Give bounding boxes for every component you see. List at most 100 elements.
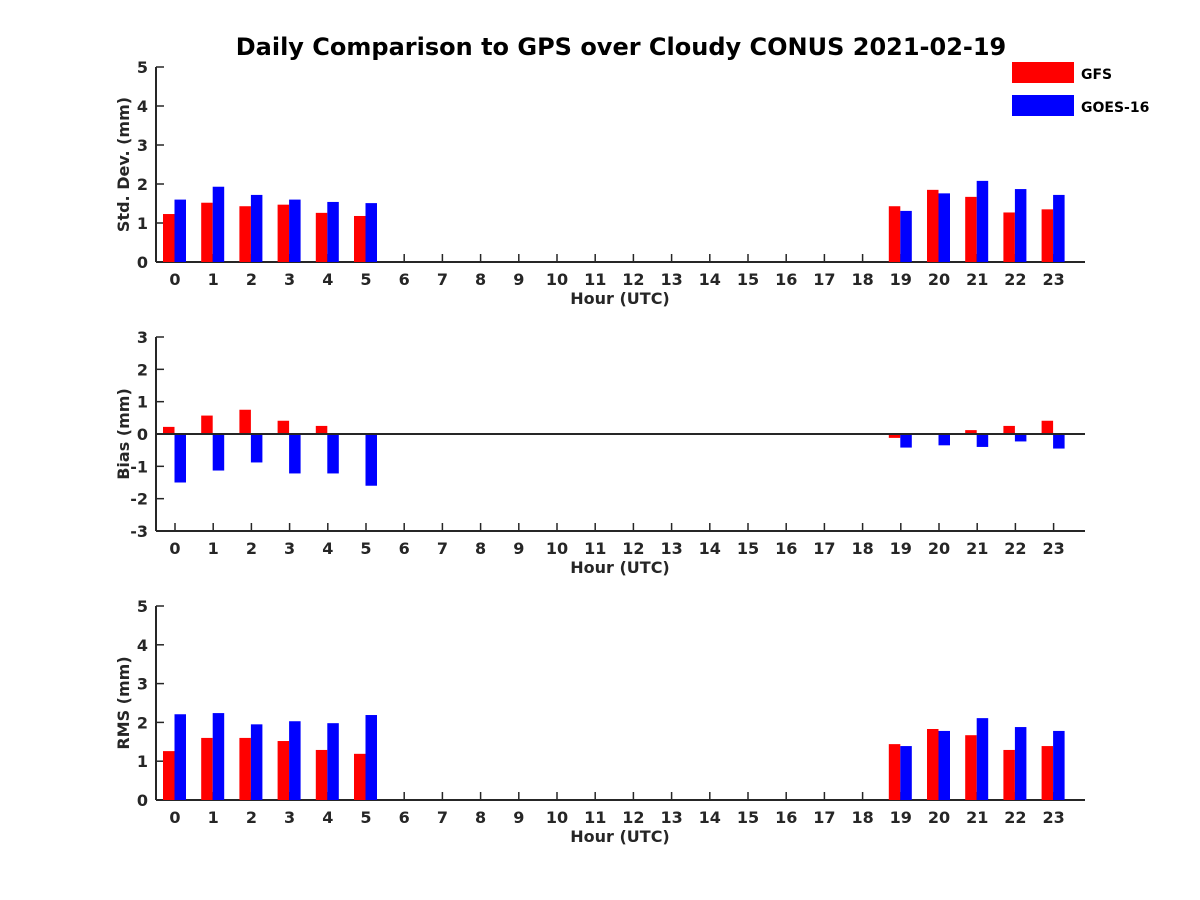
x-tick-label: 20 [928, 808, 950, 827]
x-tick-label: 1 [208, 539, 219, 558]
y-axis-label: RMS (mm) [114, 656, 133, 749]
bar-goes-16-hour-2 [250, 724, 263, 800]
x-tick-label: 5 [360, 539, 371, 558]
x-tick-label: 5 [360, 808, 371, 827]
bar-goes-16-hour-23 [1053, 730, 1065, 800]
bar-gfs-hour-0 [163, 426, 175, 434]
legend-swatch-gfs [1012, 62, 1074, 83]
y-tick-label: 1 [137, 393, 148, 412]
bar-goes-16-hour-20 [938, 434, 950, 446]
y-tick-label: 3 [137, 136, 148, 155]
bar-goes-16-hour-4 [327, 723, 339, 800]
legend-label-goes16: GOES-16 [1081, 100, 1149, 116]
x-tick-label: 17 [813, 270, 835, 289]
x-tick-label: 17 [813, 808, 835, 827]
x-tick-label: 13 [660, 270, 682, 289]
y-tick-label: 2 [137, 713, 148, 732]
x-axis-label: Hour (UTC) [570, 558, 670, 577]
y-tick-label: 2 [137, 360, 148, 379]
bar-gfs-hour-3 [277, 204, 290, 262]
bar-goes-16-hour-19 [900, 210, 912, 262]
bar-goes-16-hour-1 [212, 434, 225, 471]
y-tick-label: 1 [137, 752, 148, 771]
x-tick-label: 1 [208, 808, 219, 827]
bar-gfs-hour-22 [1003, 749, 1015, 800]
bar-goes-16-hour-2 [250, 434, 263, 463]
legend-swatch-goes16 [1012, 95, 1074, 116]
bar-goes-16-hour-19 [900, 746, 912, 800]
y-tick-label: -3 [130, 522, 148, 541]
bar-goes-16-hour-5 [365, 203, 377, 262]
x-tick-label: 1 [208, 270, 219, 289]
bar-goes-16-hour-22 [1014, 727, 1027, 800]
x-tick-label: 3 [284, 808, 295, 827]
x-tick-label: 7 [437, 270, 448, 289]
bar-goes-16-hour-20 [938, 193, 950, 262]
bar-gfs-hour-20 [927, 728, 939, 800]
x-tick-label: 21 [966, 270, 988, 289]
x-tick-label: 11 [584, 808, 606, 827]
bar-goes-16-hour-0 [174, 434, 186, 483]
bar-goes-16-hour-19 [900, 434, 912, 448]
x-tick-label: 8 [475, 270, 486, 289]
y-tick-label: 3 [137, 675, 148, 694]
y-tick-label: 0 [137, 791, 148, 810]
bar-gfs-hour-21 [965, 735, 977, 800]
bar-goes-16-hour-2 [250, 194, 263, 262]
x-tick-label: 14 [699, 539, 721, 558]
x-tick-label: 20 [928, 270, 950, 289]
x-tick-label: 12 [622, 270, 644, 289]
x-tick-label: 3 [284, 270, 295, 289]
bar-gfs-hour-22 [1003, 425, 1015, 434]
x-tick-label: 6 [399, 539, 410, 558]
bar-gfs-hour-21 [965, 430, 977, 434]
bar-goes-16-hour-22 [1014, 189, 1027, 262]
y-axis-label: Std. Dev. (mm) [114, 97, 133, 232]
bar-gfs-hour-20 [927, 189, 939, 262]
x-tick-label: 23 [1042, 539, 1064, 558]
bar-goes-16-hour-23 [1053, 434, 1065, 449]
bar-gfs-hour-23 [1041, 420, 1054, 434]
x-tick-label: 15 [737, 808, 759, 827]
y-tick-label: 5 [137, 597, 148, 616]
bar-gfs-hour-2 [239, 409, 251, 434]
x-tick-label: 7 [437, 808, 448, 827]
bar-goes-16-hour-5 [365, 715, 377, 800]
x-tick-label: 0 [169, 270, 180, 289]
bar-gfs-hour-23 [1041, 746, 1054, 800]
y-tick-label: 0 [137, 253, 148, 272]
bar-gfs-hour-5 [354, 215, 366, 262]
bar-goes-16-hour-0 [174, 714, 186, 800]
x-tick-label: 7 [437, 539, 448, 558]
x-tick-label: 18 [851, 270, 873, 289]
bar-gfs-hour-0 [163, 214, 175, 262]
x-tick-label: 9 [513, 539, 524, 558]
bar-goes-16-hour-21 [976, 718, 989, 800]
bar-gfs-hour-22 [1003, 212, 1015, 262]
bar-goes-16-hour-20 [938, 730, 950, 800]
x-tick-label: 16 [775, 808, 797, 827]
y-axis-label: Bias (mm) [114, 388, 133, 480]
bar-goes-16-hour-3 [289, 199, 301, 262]
bar-gfs-hour-23 [1041, 209, 1054, 262]
x-tick-label: 15 [737, 539, 759, 558]
bar-gfs-hour-19 [888, 744, 901, 800]
x-tick-label: 8 [475, 539, 486, 558]
x-tick-label: 4 [322, 808, 333, 827]
bar-gfs-hour-3 [277, 741, 290, 800]
bar-gfs-hour-4 [315, 749, 328, 800]
bar-gfs-hour-0 [163, 751, 175, 800]
x-tick-label: 16 [775, 270, 797, 289]
bar-goes-16-hour-1 [212, 186, 225, 262]
bar-goes-16-hour-4 [327, 201, 339, 262]
bar-gfs-hour-19 [888, 206, 901, 262]
x-tick-label: 10 [546, 539, 568, 558]
legend-label-gfs: GFS [1081, 67, 1112, 83]
x-axis-label: Hour (UTC) [570, 289, 670, 308]
y-tick-label: -1 [130, 457, 148, 476]
x-tick-label: 18 [851, 808, 873, 827]
x-tick-label: 21 [966, 808, 988, 827]
x-tick-label: 14 [699, 270, 721, 289]
